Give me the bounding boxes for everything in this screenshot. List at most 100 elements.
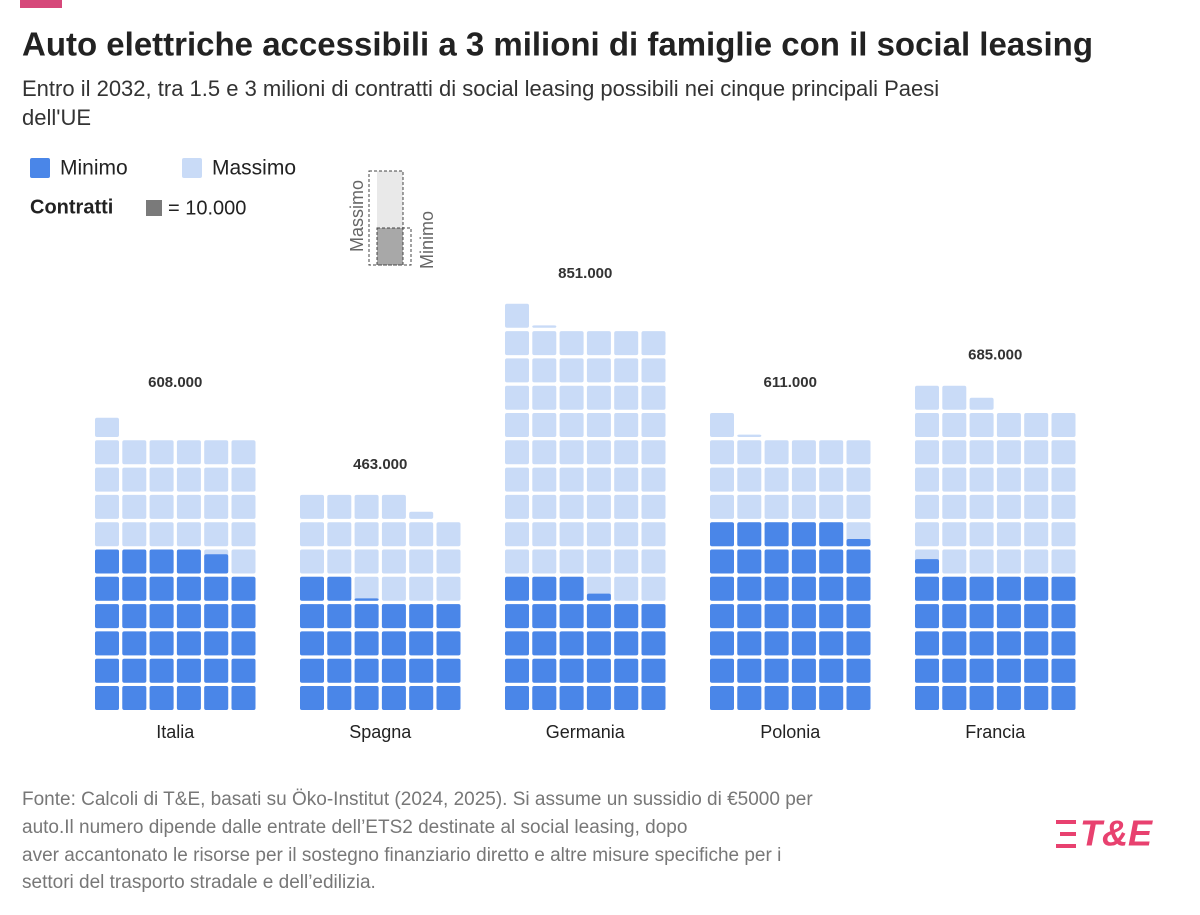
accent-bar: [20, 0, 62, 8]
waffle-square: [846, 658, 871, 683]
waffle-square: [436, 576, 461, 601]
waffle-square: [614, 631, 639, 656]
unit-text: = 10.000: [168, 197, 246, 219]
waffle-square: [915, 658, 939, 683]
waffle-square: [1051, 576, 1076, 601]
waffle-square: [710, 549, 734, 574]
waffle-square: [532, 686, 557, 710]
waffle-square: [942, 576, 967, 601]
waffle-square: [586, 467, 611, 492]
waffle-square: [942, 440, 967, 465]
waffle-square: [95, 576, 119, 601]
waffle-square: [942, 604, 967, 629]
waffle-square: [327, 494, 352, 519]
waffle-square: [300, 494, 324, 519]
waffle-square: [231, 631, 256, 656]
waffle-square: [915, 385, 939, 410]
waffle-square: [354, 522, 379, 547]
waffle-square: [381, 576, 406, 601]
waffle-square: [764, 440, 789, 465]
waffle-square: [791, 658, 816, 683]
waffle-square: [505, 686, 529, 710]
waffle-square: [95, 417, 119, 437]
waffle-square: [996, 522, 1021, 547]
source-note: settori del trasporto stradale e dell’ed…: [22, 872, 376, 893]
waffle-square: [791, 604, 816, 629]
waffle-square: [969, 686, 994, 710]
waffle-square: [532, 467, 557, 492]
waffle-square: [915, 559, 939, 574]
waffle-square: [710, 631, 734, 656]
explainer-label: Minimo: [417, 211, 437, 269]
waffle-square: [505, 303, 529, 328]
waffle-square: [176, 494, 201, 519]
waffle-square: [436, 549, 461, 574]
waffle-square: [969, 413, 994, 437]
waffle-square: [204, 686, 229, 710]
waffle-square: [559, 549, 584, 574]
waffle-square: [95, 440, 119, 465]
waffle-square: [996, 631, 1021, 656]
waffle-square: [942, 631, 967, 656]
waffle-square: [149, 549, 174, 574]
waffle-square: [176, 604, 201, 629]
waffle-square: [204, 658, 229, 683]
waffle-square: [1051, 604, 1076, 629]
waffle-square: [409, 604, 434, 629]
waffle-square: [122, 658, 147, 683]
waffle-square: [95, 467, 119, 492]
waffle-square: [942, 385, 967, 410]
waffle-square: [586, 593, 611, 601]
waffle-square: [737, 434, 762, 437]
waffle-square: [354, 604, 379, 629]
waffle-square: [354, 686, 379, 710]
waffle-square: [614, 467, 639, 492]
waffle-square: [996, 686, 1021, 710]
waffle-square: [710, 440, 734, 465]
waffle-square: [300, 549, 324, 574]
waffle-square: [559, 631, 584, 656]
waffle-square: [204, 440, 229, 465]
waffle-square: [381, 549, 406, 574]
waffle-square: [586, 440, 611, 465]
waffle-square: [1024, 494, 1049, 519]
waffle-square: [505, 658, 529, 683]
waffle-square: [559, 331, 584, 356]
waffle-square: [1024, 686, 1049, 710]
waffle-square: [737, 631, 762, 656]
waffle-square: [641, 358, 666, 383]
waffle-square: [532, 440, 557, 465]
waffle-square: [969, 397, 994, 410]
waffle-square: [122, 467, 147, 492]
waffle-square: [942, 522, 967, 547]
value-label: 685.000: [968, 347, 1022, 364]
waffle-square: [532, 413, 557, 437]
chart-title: Auto elettriche accessibili a 3 milioni …: [22, 26, 1093, 63]
waffle-square: [737, 549, 762, 574]
waffle-square: [176, 576, 201, 601]
waffle-square: [737, 576, 762, 601]
waffle-square: [300, 631, 324, 656]
value-label: 608.000: [148, 374, 202, 391]
waffle-square: [1024, 467, 1049, 492]
waffle-square: [300, 604, 324, 629]
waffle-square: [122, 604, 147, 629]
waffle-square: [436, 658, 461, 683]
waffle-square: [614, 385, 639, 410]
waffle-square: [436, 522, 461, 547]
waffle-square: [710, 413, 734, 437]
waffle-square: [819, 604, 844, 629]
waffle-square: [436, 604, 461, 629]
waffle-square: [819, 686, 844, 710]
waffle-square: [95, 658, 119, 683]
waffle-square: [176, 549, 201, 574]
waffle-square: [559, 494, 584, 519]
waffle-square: [300, 686, 324, 710]
waffle-square: [996, 658, 1021, 683]
waffle-square: [149, 631, 174, 656]
waffle-square: [149, 522, 174, 547]
waffle-square: [1051, 413, 1076, 437]
waffle-square: [586, 658, 611, 683]
waffle-square: [846, 549, 871, 574]
